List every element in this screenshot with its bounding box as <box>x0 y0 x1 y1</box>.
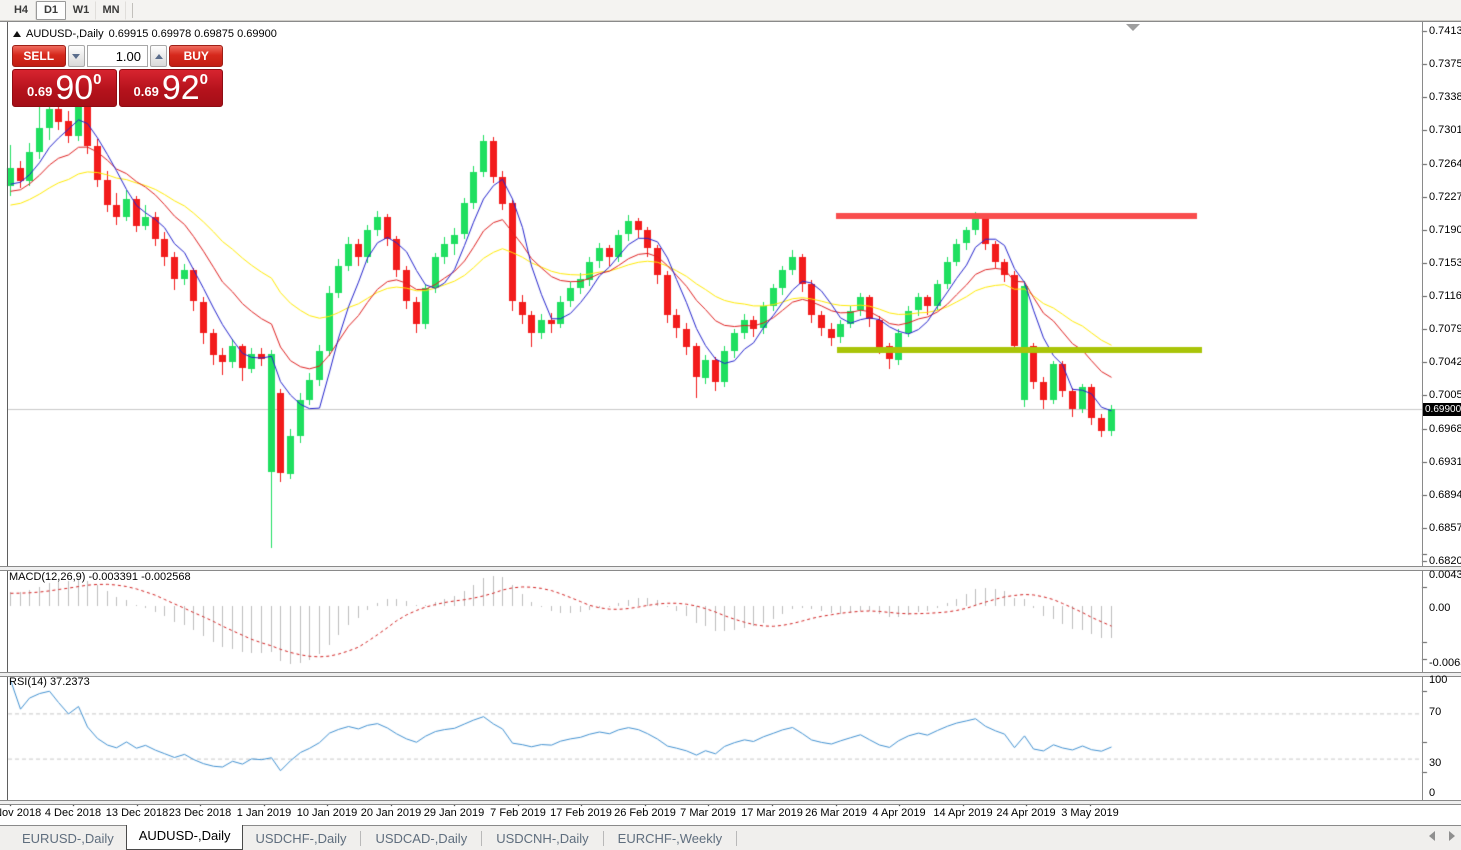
date-axis-label: 17 Mar 2019 <box>741 807 803 819</box>
date-axis-label: 13 Dec 2018 <box>105 807 169 819</box>
chart-shift-marker-icon[interactable] <box>1126 24 1140 31</box>
sell-price-prefix: 0.69 <box>27 84 53 99</box>
tab-separator <box>602 830 604 846</box>
timeframe-button-h4[interactable]: H4 <box>6 0 36 20</box>
pane-divider-dates <box>0 800 1461 805</box>
buy-price-sup: 0 <box>199 71 208 88</box>
symbol-tab-audusd[interactable]: AUDUSD-,Daily <box>125 824 244 850</box>
symbol-tab-bar: EURUSD-,Daily AUDUSD-,Daily USDCHF-,Daily U… <box>0 824 1461 850</box>
date-axis-label: 14 Apr 2019 <box>933 807 993 819</box>
rsi-axis-label: 70 <box>1429 706 1442 718</box>
sell-price-big: 90 <box>55 69 94 107</box>
sell-button[interactable]: SELL <box>12 45 66 67</box>
pane-left-border <box>7 22 8 804</box>
rsi-axis-label: 0 <box>1429 787 1436 799</box>
date-axis-label: 7 Mar 2019 <box>680 807 736 819</box>
rsi-label: RSI(14) 37.2373 <box>9 676 90 688</box>
date-axis-label: 3 May 2019 <box>1061 807 1119 819</box>
date-axis-label: 24 Apr 2019 <box>996 807 1056 819</box>
tab-scroll-right-icon[interactable] <box>1449 831 1455 841</box>
date-axis-label: 25 Nov 2018 <box>0 807 42 819</box>
rsi-axis-label: 30 <box>1429 757 1442 769</box>
tab-separator <box>736 830 738 846</box>
rsi-axis-label: 100 <box>1429 674 1448 686</box>
symbol-tab-usdcad[interactable]: USDCAD-,Daily <box>375 830 468 846</box>
tab-scroll-buttons <box>1429 831 1455 841</box>
buy-price-prefix: 0.69 <box>133 84 159 99</box>
one-click-trading-widget: SELL BUY 0.69 90 0 0.69 92 <box>12 45 223 107</box>
date-axis-label: 1 Jan 2019 <box>236 807 292 819</box>
date-axis-label: 26 Mar 2019 <box>805 807 867 819</box>
price-axis-border <box>1422 22 1423 804</box>
symbol-tab-usdchf[interactable]: USDCHF-,Daily <box>255 830 347 846</box>
volume-input[interactable] <box>87 45 148 67</box>
tab-scroll-left-icon[interactable] <box>1429 831 1435 841</box>
toolbar-separator <box>132 2 133 18</box>
timeframe-button-d1[interactable]: D1 <box>36 0 66 20</box>
tab-separator <box>360 830 362 846</box>
macd-label: MACD(12,26,9) -0.003391 -0.002568 <box>9 571 191 583</box>
pane-divider-macd[interactable] <box>0 566 1461 571</box>
date-axis-label: 26 Feb 2019 <box>614 807 676 819</box>
chart-ohlc-quotes: 0.69915 0.69978 0.69875 0.69900 <box>108 28 277 40</box>
date-axis-label: 20 Jan 2019 <box>360 807 422 819</box>
symbol-marker-icon <box>13 31 21 37</box>
buy-price-panel[interactable]: 0.69 92 0 <box>118 69 223 107</box>
date-axis-label: 4 Apr 2019 <box>872 807 926 819</box>
date-axis-label: 23 Dec 2018 <box>168 807 232 819</box>
date-axis-label: 4 Dec 2018 <box>44 807 102 819</box>
date-axis-label: 7 Feb 2019 <box>490 807 546 819</box>
timeframe-button-mn[interactable]: MN <box>96 0 126 20</box>
symbol-tab-usdcnh[interactable]: USDCNH-,Daily <box>496 830 589 846</box>
volume-increase-button[interactable] <box>150 45 168 67</box>
buy-price-big: 92 <box>161 69 200 107</box>
macd-axis-label: 0.00 <box>1429 602 1451 614</box>
volume-decrease-button[interactable] <box>67 45 85 67</box>
pane-divider-rsi[interactable] <box>0 672 1461 677</box>
date-axis-label: 10 Jan 2019 <box>296 807 358 819</box>
chevron-down-icon <box>72 53 81 59</box>
sell-price-panel[interactable]: 0.69 90 0 <box>12 69 117 107</box>
date-axis-label: 17 Feb 2019 <box>550 807 612 819</box>
buy-button[interactable]: BUY <box>169 45 223 67</box>
chart-canvas[interactable] <box>0 21 1461 850</box>
macd-axis-label: -0.006373 <box>1429 657 1461 669</box>
sell-price-sup: 0 <box>93 71 102 88</box>
date-axis-label: 29 Jan 2019 <box>423 807 485 819</box>
chart-window: AUDUSD-,Daily 0.69915 0.69978 0.69875 0.… <box>0 21 1461 850</box>
macd-axis-label: 0.004331 <box>1429 569 1461 581</box>
timeframe-button-w1[interactable]: W1 <box>66 0 96 20</box>
symbol-tab-eurchf[interactable]: EURCHF-,Weekly <box>617 830 723 846</box>
timeframe-toolbar: H4 D1 W1 MN <box>0 0 1461 21</box>
chart-symbol-label: AUDUSD-,Daily <box>26 28 104 40</box>
current-price-badge: 0.69900 <box>1423 403 1461 416</box>
symbol-tab-eurusd[interactable]: EURUSD-,Daily <box>22 830 114 846</box>
chevron-up-icon <box>154 53 163 59</box>
tab-separator <box>481 830 483 846</box>
chart-title: AUDUSD-,Daily 0.69915 0.69978 0.69875 0.… <box>13 28 277 40</box>
